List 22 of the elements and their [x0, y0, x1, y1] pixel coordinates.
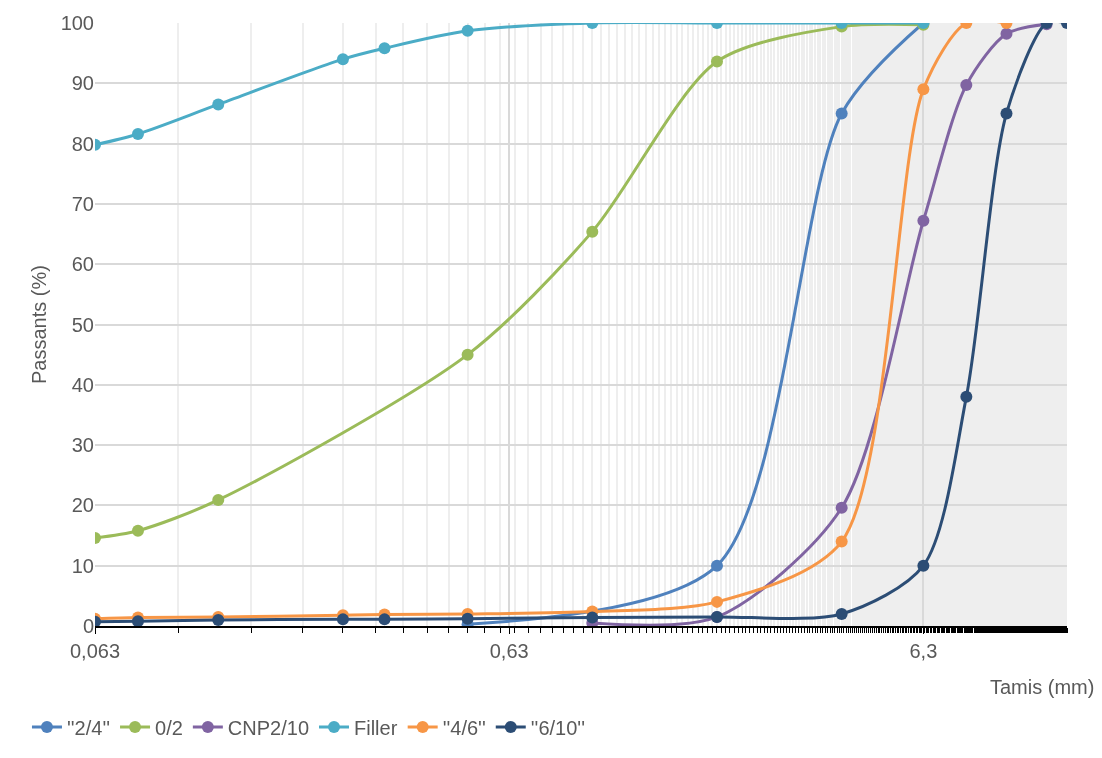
y-tick-label: 20	[71, 494, 94, 517]
legend-label: ''2/4''	[66, 716, 111, 739]
legend-label: Filler	[354, 716, 398, 739]
y-tick-label: 0	[82, 615, 94, 637]
x-axis-title: Tamis (mm)	[990, 676, 1095, 698]
y-tick-label: 50	[71, 313, 94, 336]
y-tick-label: 90	[71, 72, 94, 95]
legend-label: ''6/10''	[530, 716, 585, 739]
y-tick-label: 40	[71, 373, 94, 396]
x-tick-label: 0,63	[489, 639, 529, 662]
legend-label: ''4/6''	[442, 716, 486, 739]
legend-label: 0/2	[155, 716, 183, 739]
legend-label: CNP2/10	[227, 716, 310, 739]
y-tick-label: 70	[71, 192, 94, 215]
y-tick-label: 60	[71, 253, 94, 276]
x-tick-label: 6,3	[909, 639, 938, 662]
y-axis-title: Passants (%)	[28, 265, 51, 384]
y-tick-label: 30	[71, 434, 94, 457]
y-tick-label: 10	[71, 554, 94, 577]
y-tick-label: 100	[60, 12, 94, 34]
y-tick-label: 80	[71, 132, 94, 155]
x-tick-label: 0,063	[69, 639, 121, 662]
